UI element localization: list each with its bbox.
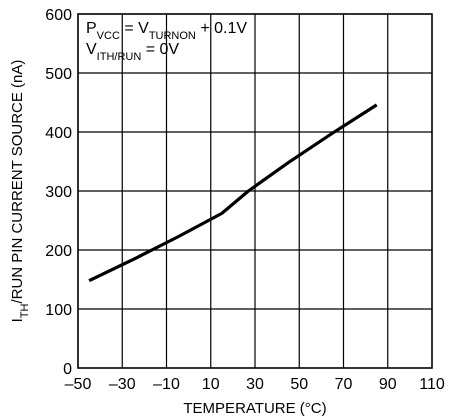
x-tick-label: 70 bbox=[335, 376, 353, 393]
x-tick-label: 50 bbox=[290, 376, 308, 393]
ann1-a-sub: VCC bbox=[97, 30, 120, 42]
annotation-line-1: PVCC = VTURNON + 0.1V bbox=[86, 20, 247, 42]
ann1-b: = V bbox=[120, 20, 149, 37]
y-axis-title-suffix: /RUN PIN CURRENT SOURCE (nA) bbox=[9, 60, 26, 304]
ann2-b: = 0V bbox=[141, 41, 179, 58]
y-axis-title: ITH/RUN PIN CURRENT SOURCE (nA) bbox=[9, 60, 31, 323]
y-tick-labels: 0 100 200 300 400 500 600 bbox=[45, 7, 72, 378]
y-tick-label: 600 bbox=[45, 7, 72, 24]
annotation-line-2: VITH/RUN = 0V bbox=[86, 41, 179, 63]
x-tick-label: 90 bbox=[379, 376, 397, 393]
x-tick-label: 110 bbox=[419, 376, 445, 393]
x-axis-title: TEMPERATURE (°C) bbox=[183, 400, 326, 417]
y-tick-label: 300 bbox=[45, 184, 72, 201]
y-tick-label: 400 bbox=[45, 125, 72, 142]
x-tick-labels: –50 –30 –10 10 30 50 70 90 110 bbox=[65, 376, 445, 393]
y-tick-label: 200 bbox=[45, 243, 72, 260]
ann1-c: + 0.1V bbox=[196, 20, 247, 37]
ann1-a: P bbox=[86, 20, 97, 37]
ann1-b-sub: TURNON bbox=[149, 30, 196, 42]
y-tick-label: 100 bbox=[45, 302, 72, 319]
y-tick-label: 500 bbox=[45, 66, 72, 83]
x-tick-label: 10 bbox=[202, 376, 220, 393]
y-tick-label: 0 bbox=[63, 361, 72, 378]
y-axis-title-prefix: I bbox=[9, 318, 26, 322]
grid bbox=[78, 14, 432, 368]
ann2-a: V bbox=[86, 41, 97, 58]
x-tick-label: –50 bbox=[65, 376, 92, 393]
y-axis-title-sub: TH bbox=[19, 303, 31, 318]
plot-frame bbox=[77, 13, 433, 369]
ann2-a-sub: ITH/RUN bbox=[97, 51, 142, 63]
x-tick-label: –10 bbox=[153, 376, 180, 393]
x-tick-label: 30 bbox=[246, 376, 264, 393]
x-tick-label: –30 bbox=[109, 376, 136, 393]
series-line bbox=[88, 103, 378, 283]
